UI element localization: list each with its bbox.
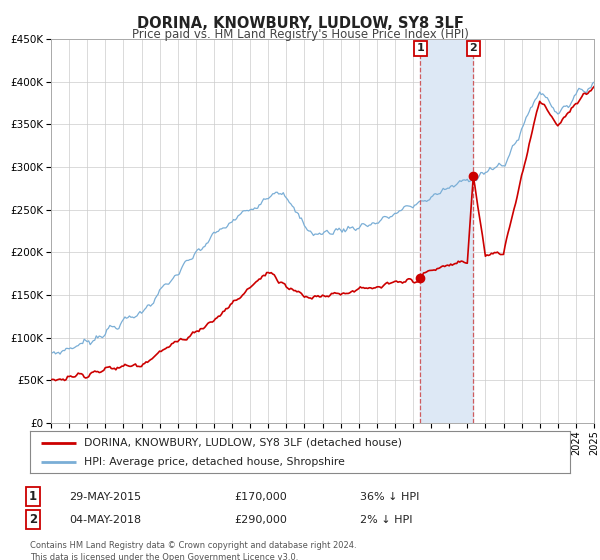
Text: Price paid vs. HM Land Registry's House Price Index (HPI): Price paid vs. HM Land Registry's House …	[131, 28, 469, 41]
Text: 1: 1	[416, 44, 424, 53]
Text: £170,000: £170,000	[234, 492, 287, 502]
Text: £290,000: £290,000	[234, 515, 287, 525]
Text: 2: 2	[470, 44, 478, 53]
Bar	[421, 39, 473, 423]
Text: DORINA, KNOWBURY, LUDLOW, SY8 3LF (detached house): DORINA, KNOWBURY, LUDLOW, SY8 3LF (detac…	[84, 438, 402, 448]
Text: 2% ↓ HPI: 2% ↓ HPI	[360, 515, 413, 525]
Text: DORINA, KNOWBURY, LUDLOW, SY8 3LF: DORINA, KNOWBURY, LUDLOW, SY8 3LF	[137, 16, 463, 31]
Text: 2: 2	[29, 513, 37, 526]
Text: 04-MAY-2018: 04-MAY-2018	[69, 515, 141, 525]
Text: 29-MAY-2015: 29-MAY-2015	[69, 492, 141, 502]
Text: Contains HM Land Registry data © Crown copyright and database right 2024.
This d: Contains HM Land Registry data © Crown c…	[30, 541, 356, 560]
Text: 36% ↓ HPI: 36% ↓ HPI	[360, 492, 419, 502]
Text: HPI: Average price, detached house, Shropshire: HPI: Average price, detached house, Shro…	[84, 458, 345, 467]
Text: 1: 1	[29, 490, 37, 503]
